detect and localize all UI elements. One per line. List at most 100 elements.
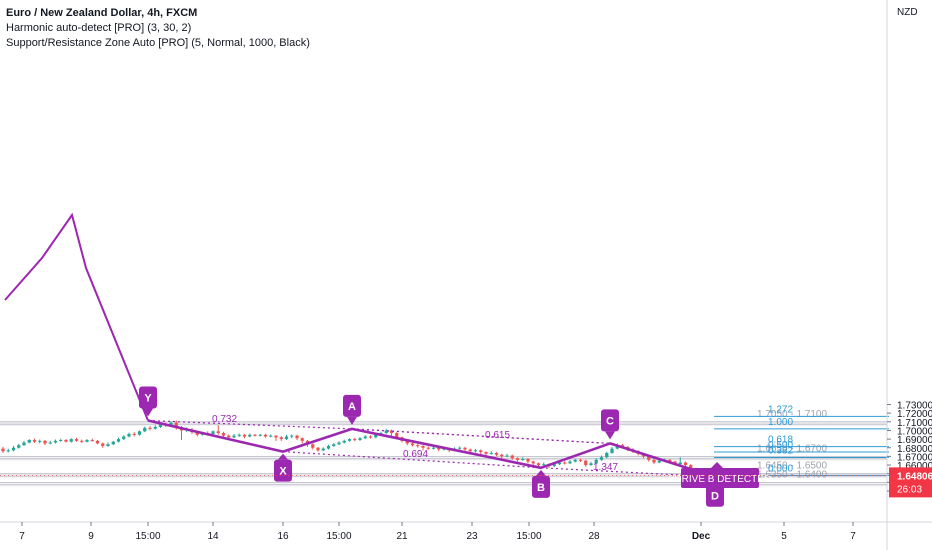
candle-body	[620, 445, 625, 447]
candle-body	[552, 464, 556, 466]
candle-body	[279, 437, 283, 440]
candle-body	[484, 452, 488, 454]
candle-body	[64, 439, 68, 442]
candle-body	[610, 448, 614, 453]
fib-label: 0.500	[768, 440, 793, 451]
candle-body	[599, 457, 604, 460]
ratio-label: 0.694	[403, 449, 428, 460]
time-axis[interactable]: 7 9 15:00 14 16 15:00 21 23 15:00 28 Dec 5 7	[0, 521, 932, 542]
time-tick-label: 5	[781, 531, 787, 542]
time-tick-label: 7	[19, 531, 25, 542]
point-label-y: Y	[144, 393, 152, 405]
candle-body	[48, 442, 52, 444]
candle-body	[1, 448, 5, 452]
candle-body	[53, 440, 58, 443]
time-tick-label: 15:00	[135, 531, 160, 542]
candle-body	[500, 454, 504, 457]
candle-body	[384, 430, 388, 434]
point-label-a: A	[348, 401, 356, 413]
zone-labels: 1.7050 - 1.7100 1.6650 - 1.6700 1.6450 - 1…	[757, 409, 827, 481]
price-tick-label: 1.69000	[897, 435, 932, 446]
candle-body	[195, 432, 199, 435]
harmonic-pattern: 0.732 0.615 0.694 1.347 Y X A B C D 3DRIVE B DETEC…	[4, 212, 771, 507]
candle-body	[69, 439, 73, 442]
candle-body	[227, 435, 231, 438]
candle-body	[426, 447, 430, 449]
marker-pointer	[143, 408, 153, 417]
time-tick-label: 15:00	[326, 531, 351, 542]
price-tick-label: 1.72000	[897, 409, 932, 420]
marker-pointer	[347, 416, 357, 425]
ratio-label: 1.347	[593, 462, 618, 473]
price-tick-label: 1.71000	[897, 418, 932, 429]
countdown: 26:03	[897, 484, 922, 495]
point-marker-c	[601, 409, 619, 432]
candle-body	[27, 439, 31, 443]
candle-body	[59, 439, 63, 441]
candle-body	[416, 445, 420, 447]
point-label-d: D	[711, 491, 719, 503]
fib-label: 0.382	[768, 446, 793, 457]
price-tick-label: 1.67000	[897, 452, 932, 463]
candle-body	[353, 439, 357, 441]
candle-body	[363, 436, 367, 439]
detected-label: 3DRIVE B DETECTED	[669, 474, 771, 485]
candle-body	[316, 447, 320, 451]
time-tick-label: 15:00	[516, 531, 541, 542]
time-tick-label: 23	[466, 531, 478, 542]
marker-pointer	[605, 431, 615, 440]
badge-pointer	[711, 462, 723, 468]
zone-label: 1.6450 - 1.6500	[757, 461, 827, 472]
candle-body	[174, 422, 178, 428]
candle-body	[17, 445, 21, 448]
candle-body	[248, 434, 252, 437]
symbol-title[interactable]: Euro / New Zealand Dollar, 4h, FXCM	[6, 7, 198, 19]
point-marker-x	[274, 459, 292, 482]
candle-body	[38, 440, 42, 442]
indicator-harmonic[interactable]: Harmonic auto-detect [PRO] (3, 30, 2)	[6, 22, 192, 34]
time-tick-label: 14	[207, 531, 219, 542]
marker-pointer	[278, 453, 288, 460]
time-tick-label: 28	[588, 531, 600, 542]
candle-body	[421, 446, 425, 448]
time-tick-label: 21	[396, 531, 408, 542]
candle-body	[221, 433, 226, 436]
candle-body	[536, 463, 541, 466]
candle-body	[458, 447, 462, 449]
candle-body	[479, 450, 483, 453]
ratio-label: 0.615	[485, 430, 510, 441]
support-resistance-zones	[0, 421, 887, 487]
candle-body	[568, 461, 572, 464]
price-tick-label: 1.70000	[897, 426, 932, 437]
candle-body	[368, 436, 373, 438]
zone-label: 1.6350 - 1.6400	[757, 469, 827, 480]
candle-body	[122, 436, 126, 440]
candle-body	[657, 460, 661, 463]
price-tick-label: 1.73000	[897, 401, 932, 412]
last-price-box	[889, 467, 932, 498]
candle-body	[395, 433, 399, 438]
indicator-sr-zone[interactable]: Support/Resistance Zone Auto [PRO] (5, N…	[6, 37, 310, 49]
candle-body	[90, 439, 94, 441]
candle-body	[578, 459, 583, 461]
zone-label: 1.6650 - 1.6700	[757, 443, 827, 454]
candle-body	[473, 450, 478, 452]
candle-body	[321, 448, 325, 451]
candle-body	[647, 456, 651, 460]
candle-body	[389, 430, 394, 434]
candle-body	[237, 434, 241, 436]
point-label-c: C	[606, 415, 614, 427]
ratio-line	[351, 428, 611, 445]
point-marker-a	[343, 394, 361, 417]
candle-body	[510, 455, 514, 459]
currency-label: NZD	[897, 7, 918, 18]
point-marker-b	[532, 475, 550, 498]
candle-body	[290, 435, 294, 437]
candle-body	[95, 440, 100, 444]
candle-body	[573, 459, 577, 462]
candle-body	[143, 427, 147, 432]
point-marker-d	[706, 484, 724, 507]
candle-body	[242, 434, 247, 437]
